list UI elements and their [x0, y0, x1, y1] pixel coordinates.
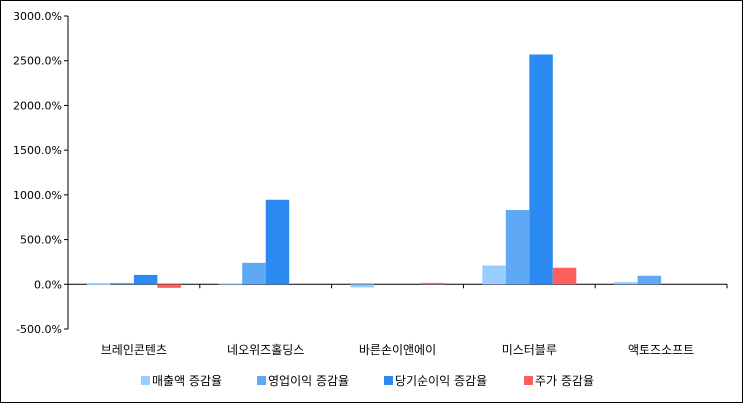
bar-3: [529, 54, 553, 285]
category-label: 바른손이앤에이: [359, 343, 436, 357]
bar-2: [110, 282, 134, 285]
y-tick-label: 2500.0%: [13, 55, 62, 68]
bar-4: [421, 282, 445, 285]
category-label: 네오위즈홀딩스: [227, 343, 304, 357]
bar-2: [637, 275, 662, 285]
bar-4: [157, 284, 181, 288]
bar-1: [614, 282, 638, 285]
bar-4: [552, 267, 577, 285]
bar-1: [86, 283, 111, 285]
bar-1: [350, 284, 374, 288]
bar-3: [133, 274, 158, 285]
category-label: 액토즈소프트: [628, 343, 694, 357]
legend-swatch: [384, 376, 393, 385]
y-tick-label: 3000.0%: [13, 10, 62, 23]
bar-3: [265, 199, 290, 285]
category-labels: 브레인콘텐츠 네오위즈홀딩스 바른손이앤에이 미스터블루 액토즈소프트: [101, 343, 694, 357]
y-tick-label: 500.0%: [20, 234, 62, 247]
legend: 매출액 증감율 영업이익 증감율 당기순이익 증감율 주가 증감율: [141, 374, 594, 388]
legend-label: 영업이익 증감율: [268, 374, 349, 388]
y-tick-label: 1500.0%: [13, 144, 62, 157]
legend-swatch: [524, 376, 533, 385]
bars: [86, 54, 662, 288]
bar-2: [505, 210, 530, 285]
legend-label: 당기순이익 증감율: [395, 374, 487, 388]
y-tick-label: 1000.0%: [13, 189, 62, 202]
legend-swatch: [257, 376, 266, 385]
category-label: 브레인콘텐츠: [101, 343, 167, 357]
y-tick-label: 2000.0%: [13, 99, 62, 112]
bar-2: [242, 262, 266, 285]
bar-1: [482, 265, 506, 285]
category-label: 미스터블루: [502, 343, 557, 357]
legend-label: 주가 증감율: [535, 374, 594, 388]
y-tick-label: -500.0%: [16, 323, 62, 336]
legend-swatch: [141, 376, 150, 385]
bar-1: [218, 283, 243, 285]
y-tick-label: 0.0%: [34, 278, 62, 291]
legend-label: 매출액 증감율: [152, 374, 222, 388]
axes: -500.0% 0.0% 500.0% 1000.0% 1500.0% 2000.0% 25…: [13, 10, 728, 336]
